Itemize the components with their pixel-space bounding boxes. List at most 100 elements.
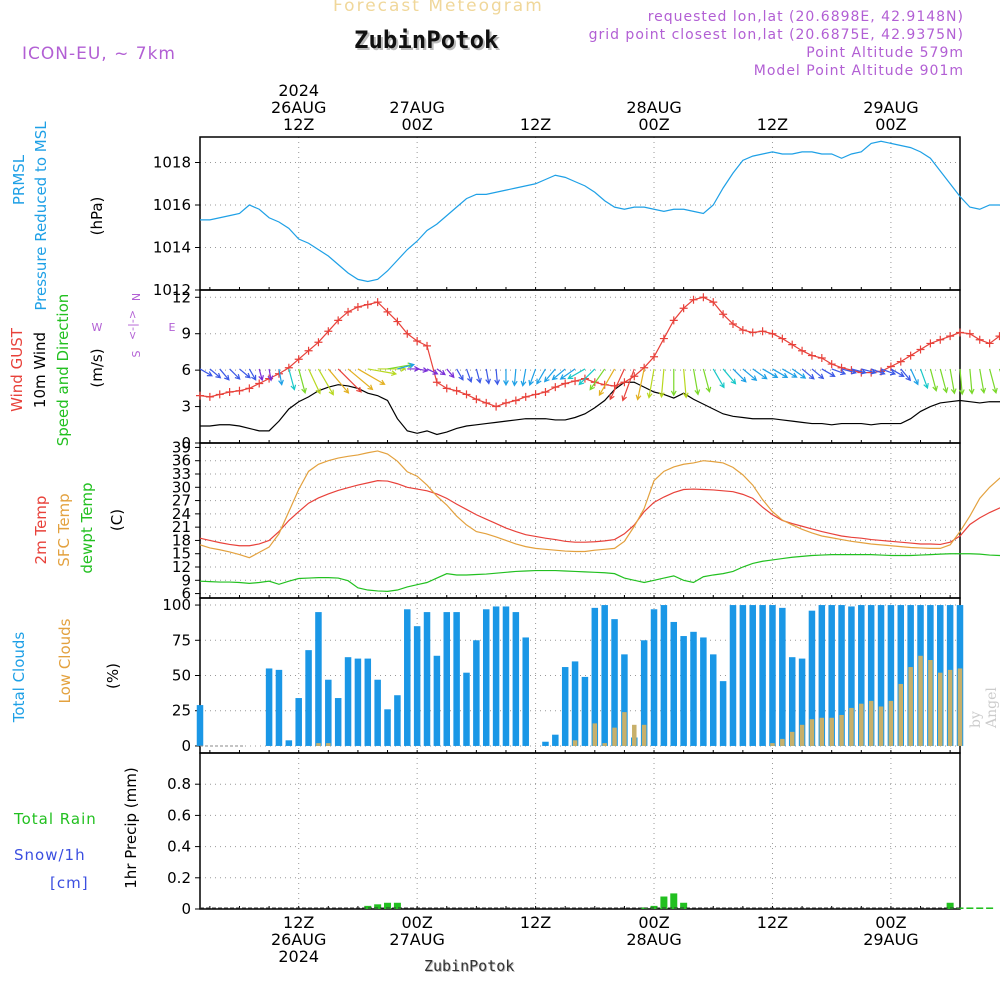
low-cloud-bar: [888, 700, 894, 746]
rain-bar: [384, 902, 392, 909]
wind-direction-arrow: [870, 368, 886, 376]
wind-direction-arrow: [528, 368, 537, 387]
y-tick-label: 100: [162, 596, 191, 614]
wind-direction-arrow: [949, 368, 957, 395]
wind-direction-arrow: [791, 368, 807, 379]
y-tick-label: 25: [172, 702, 191, 720]
gust-marker: [788, 340, 797, 349]
top-time-label: 12Z: [283, 115, 314, 134]
bottom-time-label: 28AUG: [626, 930, 681, 949]
wind-direction-arrow: [567, 368, 586, 380]
wind-direction-arrow: [536, 368, 546, 385]
gust-marker: [699, 293, 708, 302]
gust-marker: [432, 378, 441, 387]
gust-marker: [975, 335, 984, 344]
wind-direction-arrow: [742, 368, 758, 382]
gust-marker: [442, 384, 451, 393]
gust-marker: [689, 295, 698, 304]
low-cloud-bar: [326, 743, 331, 746]
gust-marker: [679, 304, 688, 313]
gust-marker: [235, 386, 244, 395]
rain-bar: [670, 893, 678, 909]
gust-marker: [659, 334, 668, 343]
gust-marker: [807, 351, 816, 360]
low-cloud-bar: [819, 717, 825, 746]
total-cloud-bar: [453, 612, 460, 746]
gust-marker: [571, 377, 580, 386]
total-cloud-bar: [818, 605, 826, 746]
wind-direction-arrow: [621, 368, 635, 402]
low-cloud-bar: [859, 703, 864, 746]
total-cloud-bar: [522, 637, 529, 746]
gust-marker: [798, 346, 807, 355]
y-tick-label: 0.4: [167, 838, 191, 856]
total-cloud-bar: [621, 654, 628, 746]
total-cloud-bar: [680, 636, 687, 746]
wind-direction-arrow: [821, 368, 836, 377]
y-tick-label: 3: [181, 398, 191, 416]
gust-marker: [196, 391, 204, 400]
panel-frame-wind: [199, 289, 961, 444]
wind-direction-arrow: [465, 368, 473, 383]
gust-marker: [541, 388, 550, 396]
total-cloud-bar: [788, 657, 796, 746]
wind-direction-arrow: [732, 368, 747, 383]
y-tick-label: 21: [172, 518, 191, 536]
total-cloud-bar: [384, 709, 391, 746]
top-time-label: 00Z: [638, 115, 669, 134]
wind-direction-arrow: [841, 368, 858, 375]
gust-marker: [946, 332, 955, 341]
gust-marker: [551, 383, 560, 392]
y-tick-label: 9: [181, 325, 191, 343]
wind-direction-arrow: [968, 368, 975, 395]
wind-direction-arrow: [831, 368, 847, 376]
top-time-label: 12Z: [520, 115, 551, 134]
low-cloud-bar: [938, 672, 943, 746]
gust-marker: [738, 326, 747, 335]
total-cloud-bar: [344, 657, 352, 746]
wind-direction-arrow: [485, 368, 491, 385]
wind-direction-arrow: [436, 368, 446, 376]
bottom-time-label: 12Z: [283, 913, 314, 932]
snow-legend-label: Snow/1h: [14, 846, 86, 864]
gust-marker: [561, 379, 570, 388]
total-cloud-bar: [769, 605, 776, 746]
wind-direction-arrow: [578, 368, 596, 386]
wind-direction-axis-label: Speed and Direction: [54, 294, 72, 447]
top-time-label: 29AUG: [863, 98, 918, 117]
point-altitude: Point Altitude 579m: [806, 45, 964, 61]
y-tick-label: 75: [172, 631, 191, 649]
gust-marker: [600, 380, 609, 389]
total-cloud-bar: [709, 654, 717, 746]
gust-marker: [985, 339, 994, 348]
wind-direction-arrow: [989, 368, 998, 394]
total-cloud-bar: [601, 605, 608, 746]
total-cloud-bar: [265, 668, 273, 746]
wind-direction-arrow: [646, 368, 655, 399]
total-cloud-bar: [492, 606, 500, 746]
total-cloud-bar: [443, 612, 451, 746]
gust-marker: [294, 355, 303, 364]
total-cloud-bar: [552, 734, 559, 746]
low-cloud-bar: [878, 706, 884, 746]
wind-direction-arrow: [702, 368, 712, 393]
bottom-time-label: 12Z: [520, 913, 551, 932]
bottom-time-label: 27AUG: [389, 930, 444, 949]
low-cloud-bar: [316, 743, 321, 746]
snow-unit-label: [cm]: [50, 874, 89, 892]
y-tick-label: 24: [172, 505, 191, 523]
total-cloud-bar: [779, 607, 786, 746]
total-cloud-bar: [305, 650, 312, 746]
low-cloud-bar: [849, 707, 854, 746]
top-time-label: 26AUG: [271, 98, 326, 117]
total-cloud-bar: [561, 667, 569, 746]
model-altitude: Model Point Altitude 901m: [753, 63, 964, 79]
low-cloud-bar: [799, 724, 805, 746]
pressure-axis-label-long: Pressure Reduced to MSL: [32, 121, 50, 311]
low-cloud-bar: [622, 712, 627, 746]
y-tick-label: 18: [172, 531, 191, 549]
top-time-label: 00Z: [875, 115, 906, 134]
total-cloud-bar: [611, 619, 618, 746]
total-cloud-bar: [897, 605, 905, 746]
wind-direction-arrow: [267, 368, 274, 382]
